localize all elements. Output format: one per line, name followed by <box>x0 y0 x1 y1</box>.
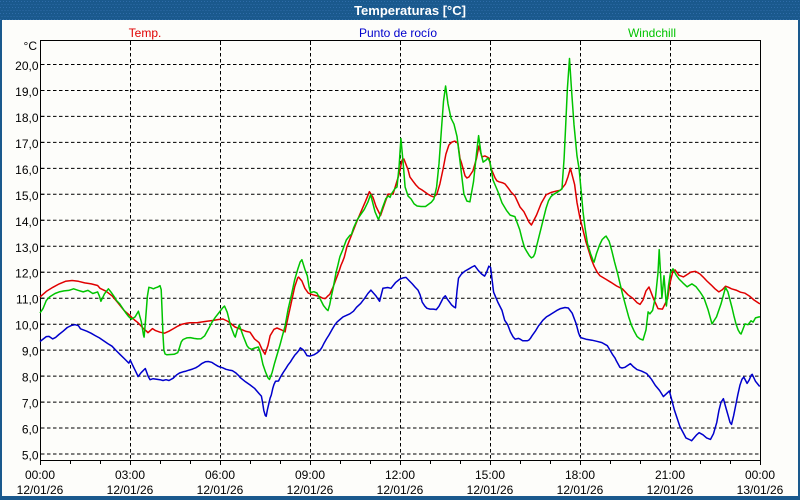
svg-text:12/01/26: 12/01/26 <box>557 483 604 497</box>
svg-text:Temp.: Temp. <box>129 26 162 40</box>
svg-text:Windchill: Windchill <box>628 26 676 40</box>
svg-text:12:00: 12:00 <box>385 468 415 482</box>
svg-text:12/01/26: 12/01/26 <box>647 483 694 497</box>
svg-text:18:00: 18:00 <box>565 468 595 482</box>
svg-text:12/01/26: 12/01/26 <box>197 483 244 497</box>
svg-text:12,0: 12,0 <box>15 267 39 281</box>
svg-text:12/01/26: 12/01/26 <box>467 483 514 497</box>
svg-text:10,0: 10,0 <box>15 319 39 333</box>
svg-text:19,0: 19,0 <box>15 85 39 99</box>
svg-text:15,0: 15,0 <box>15 189 39 203</box>
svg-text:6,0: 6,0 <box>22 423 39 437</box>
svg-text:00:00: 00:00 <box>745 468 775 482</box>
svg-text:°C: °C <box>24 39 38 53</box>
svg-text:03:00: 03:00 <box>115 468 145 482</box>
svg-text:13,0: 13,0 <box>15 241 39 255</box>
svg-text:Temperaturas [°C]: Temperaturas [°C] <box>354 3 466 18</box>
svg-text:18,0: 18,0 <box>15 111 39 125</box>
svg-text:5,0: 5,0 <box>22 449 39 463</box>
svg-text:9,0: 9,0 <box>22 345 39 359</box>
svg-text:09:00: 09:00 <box>295 468 325 482</box>
svg-text:Punto de rocío: Punto de rocío <box>359 26 437 40</box>
svg-text:14,0: 14,0 <box>15 215 39 229</box>
svg-text:17,0: 17,0 <box>15 137 39 151</box>
svg-text:8,0: 8,0 <box>22 371 39 385</box>
svg-text:12/01/26: 12/01/26 <box>377 483 424 497</box>
svg-text:06:00: 06:00 <box>205 468 235 482</box>
svg-text:13/01/26: 13/01/26 <box>737 483 784 497</box>
svg-text:16,0: 16,0 <box>15 163 39 177</box>
svg-text:21:00: 21:00 <box>655 468 685 482</box>
svg-text:20,0: 20,0 <box>15 59 39 73</box>
svg-text:00:00: 00:00 <box>25 468 55 482</box>
svg-text:12/01/26: 12/01/26 <box>17 483 64 497</box>
svg-text:12/01/26: 12/01/26 <box>287 483 334 497</box>
svg-text:15:00: 15:00 <box>475 468 505 482</box>
svg-text:7,0: 7,0 <box>22 397 39 411</box>
svg-text:12/01/26: 12/01/26 <box>107 483 154 497</box>
svg-text:11,0: 11,0 <box>16 293 39 307</box>
